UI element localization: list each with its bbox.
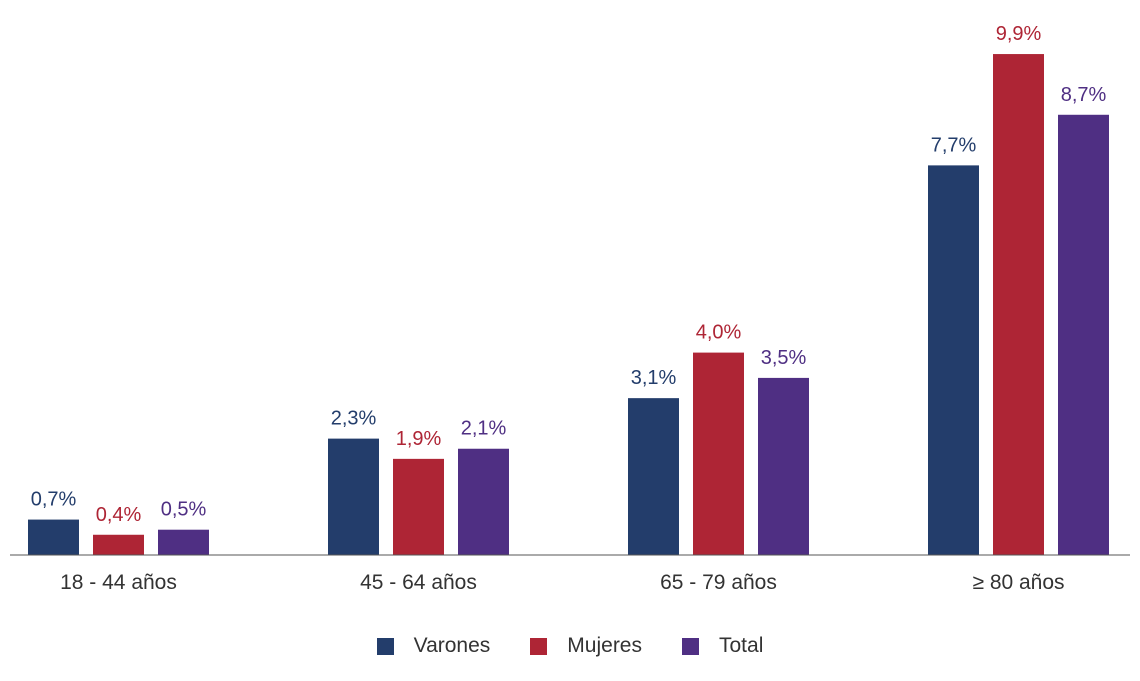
bar-varones-1	[28, 519, 79, 555]
legend-item-varones: Varones	[376, 634, 491, 658]
legend-label-mujeres: Mujeres	[567, 634, 642, 657]
bars-group	[28, 54, 1109, 556]
data-label-varones-1: 0,7%	[31, 489, 77, 511]
data-label-mujeres-2: 1,9%	[396, 428, 442, 450]
bar-varones-3	[628, 398, 679, 555]
data-label-varones-3: 3,1%	[631, 367, 677, 389]
x-tick-label-4: ≥ 80 años	[972, 571, 1064, 594]
bar-total-4	[1058, 114, 1109, 555]
legend-swatch-total	[682, 637, 699, 655]
legend: Varones Mujeres Total	[0, 634, 1140, 658]
bar-total-3	[758, 377, 809, 555]
data-label-mujeres-3: 4,0%	[696, 322, 742, 344]
bar-mujeres-1	[93, 534, 144, 555]
bar-varones-2	[328, 438, 379, 555]
bar-varones-4	[928, 165, 979, 555]
x-tick-label-2: 45 - 64 años	[360, 571, 477, 594]
data-label-varones-4: 7,7%	[931, 134, 977, 156]
data-label-total-3: 3,5%	[761, 347, 807, 369]
data-label-mujeres-4: 9,9%	[996, 23, 1042, 45]
data-label-mujeres-1: 0,4%	[96, 504, 142, 526]
legend-swatch-mujeres	[530, 637, 548, 655]
data-label-total-2: 2,1%	[461, 418, 507, 440]
legend-swatch-varones	[376, 637, 394, 655]
data-label-total-1: 0,5%	[161, 499, 207, 521]
x-tick-label-1: 18 - 44 años	[60, 571, 177, 594]
legend-label-varones: Varones	[413, 634, 491, 657]
bar-chart: 0,7% 0,4% 0,5% 2,3% 1,9% 2,1% 3,1% 4,0% 3,5% 7,7%…	[10, 23, 1130, 594]
bar-mujeres-3	[693, 352, 744, 555]
bar-total-1	[158, 529, 209, 555]
x-tick-labels-group: 18 - 44 años 45 - 64 años 65 - 79 años ≥ 80…	[60, 571, 1064, 594]
bar-mujeres-4	[993, 54, 1044, 556]
data-label-total-4: 8,7%	[1061, 84, 1107, 106]
legend-item-total: Total	[682, 634, 763, 658]
bar-mujeres-2	[393, 458, 444, 555]
data-labels-group: 0,7% 0,4% 0,5% 2,3% 1,9% 2,1% 3,1% 4,0% 3,5% 7,7%…	[31, 23, 1107, 526]
legend-label-total: Total	[719, 634, 764, 657]
x-tick-label-3: 65 - 79 años	[660, 571, 777, 594]
legend-item-mujeres: Mujeres	[530, 634, 642, 658]
bar-total-2	[458, 448, 509, 555]
data-label-varones-2: 2,3%	[331, 408, 377, 430]
